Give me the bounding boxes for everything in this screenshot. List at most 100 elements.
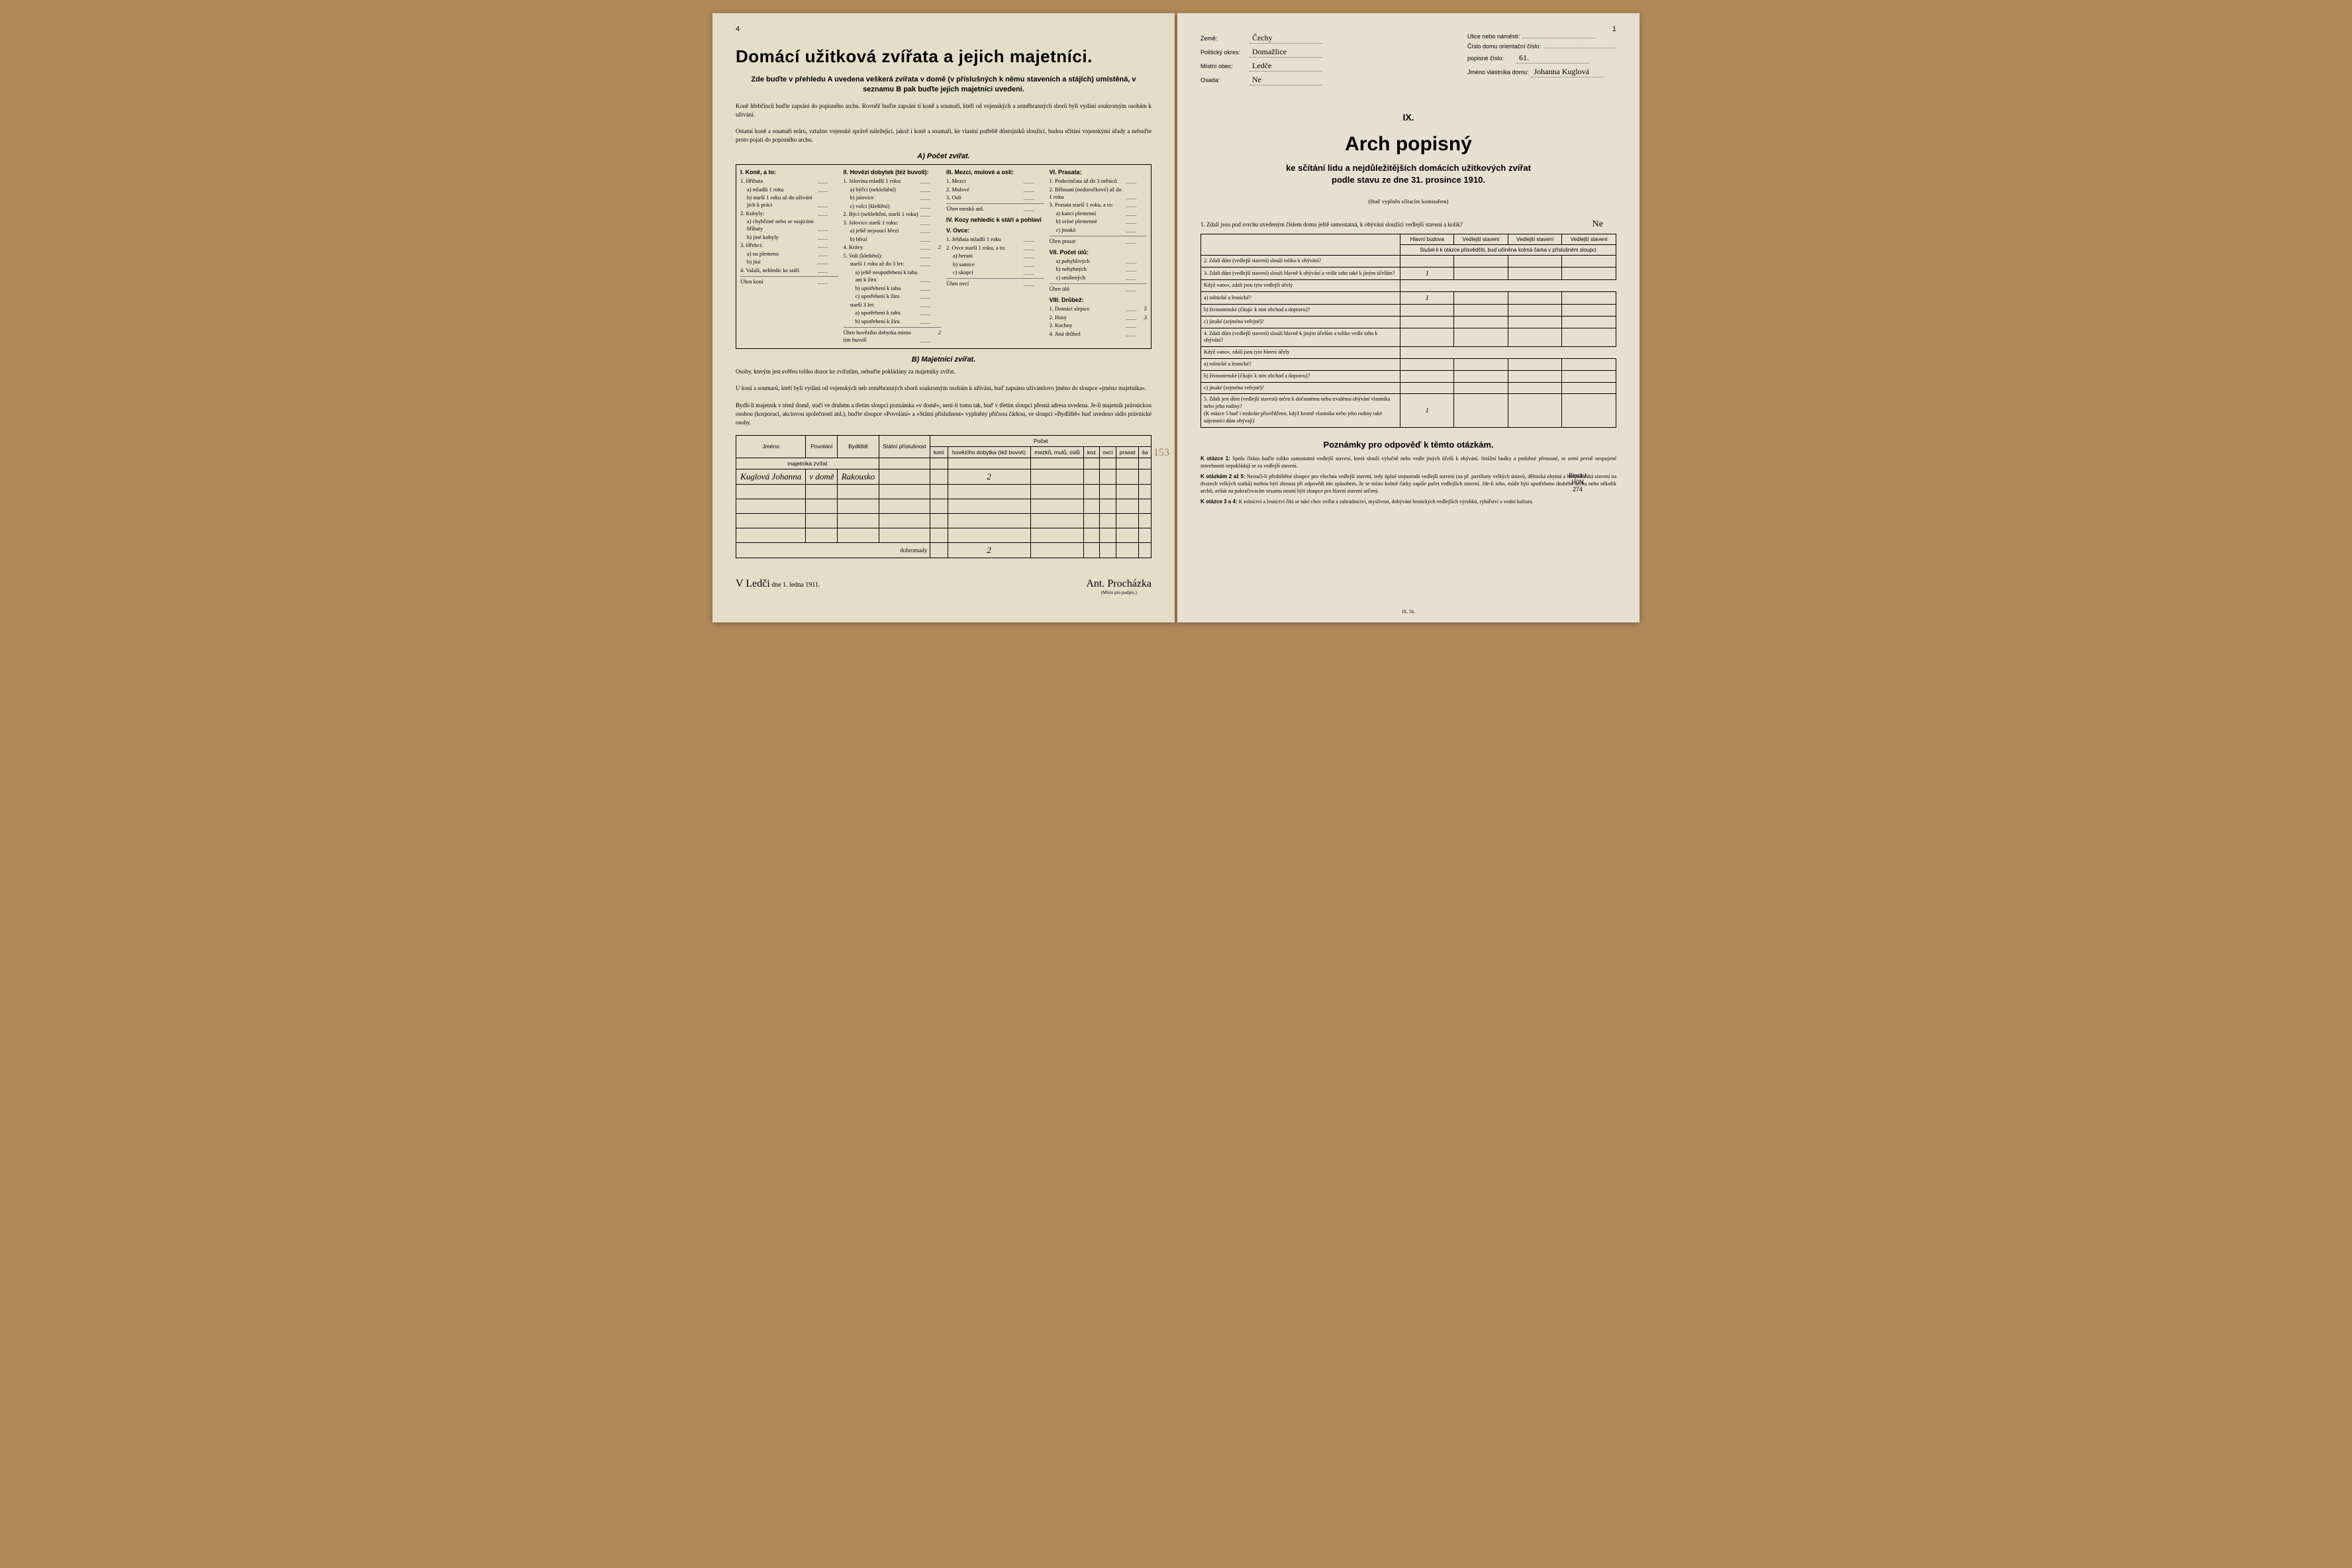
animal-total: Úhrn mezků atd. bbox=[946, 203, 1044, 213]
arch-title: Arch popisný bbox=[1200, 133, 1616, 156]
animal-total: Úhrn ovcí bbox=[946, 278, 1044, 287]
table-row: b) živnostenské (čítajíc k nim obchod a … bbox=[1201, 370, 1616, 382]
fine-print-2: Ostatní koně a soumaři eráru, vztažno vo… bbox=[736, 127, 1152, 144]
table-row: a) rolnické a lesnické?1 bbox=[1201, 291, 1616, 304]
animal-line: 1. Mezci bbox=[946, 177, 1044, 185]
col-pocet: Počet bbox=[930, 435, 1152, 446]
animal-line: 5. Voli (kleštění): bbox=[844, 252, 942, 260]
animal-line: 3. Hřebci: bbox=[740, 242, 838, 249]
animal-line: 3. Kachny bbox=[1050, 322, 1148, 329]
animal-line: 3. Jalovice starší 1 roku: bbox=[844, 219, 942, 226]
animal-line: c) volci (kleštění) bbox=[844, 203, 942, 210]
animal-line: b) jalovice bbox=[844, 194, 942, 201]
animal-line: 1. Podsvinčata až do 3 měsíců bbox=[1050, 177, 1148, 185]
animal-line: a) na plemeno bbox=[740, 250, 838, 258]
table-row: 4. Zdali dům (vedlejší stavení) slouží h… bbox=[1201, 328, 1616, 347]
animal-line: a) kanci plemenní bbox=[1050, 210, 1148, 217]
table-row: a) rolnické a lesnické? bbox=[1201, 358, 1616, 370]
animal-line: 1. Hříbata bbox=[740, 177, 838, 185]
sig-place: V Ledči bbox=[736, 578, 770, 589]
table-row: c) jinaké (zejména veřejné)? bbox=[1201, 316, 1616, 328]
total-row: dohromady 2 bbox=[736, 542, 1152, 558]
animal-line: 1. Jalovína mladší 1 roku: bbox=[844, 177, 942, 185]
header-field: Země: Čechy bbox=[1200, 33, 1322, 44]
table-row: Kuglová Johanna v domě Rakousko 2 bbox=[736, 469, 1152, 484]
animal-line: starší 3 let: bbox=[844, 301, 942, 309]
fine-b1: Osoby, kterým jest svěřen toliko dozor k… bbox=[736, 368, 1152, 376]
animal-line: 2. Býci (nekleštění, starší 1 roku) bbox=[844, 211, 942, 218]
header-field: Osada: Ne bbox=[1200, 75, 1322, 85]
animal-line: a) mladší 1 roku bbox=[740, 186, 838, 193]
footer: IX. 5h. bbox=[1402, 609, 1415, 614]
header-field: Číslo domu orientační číslo: bbox=[1467, 43, 1616, 50]
notes-heading: Poznámky pro odpověď k těmto otázkám. bbox=[1200, 440, 1616, 450]
page-title: Domácí užitková zvířata a jejich majetní… bbox=[736, 46, 1152, 67]
table-row: 3. Zdali dům (vedlejší stavení) slouží h… bbox=[1201, 268, 1616, 280]
page-right: 1 Země: ČechyPolitický okres: DomažliceM… bbox=[1177, 13, 1640, 622]
animal-line: starší 1 roku až do 3 let: bbox=[844, 260, 942, 268]
animal-line: b) samice bbox=[946, 261, 1044, 268]
animal-line: b) jiné kobyly bbox=[740, 234, 838, 241]
roman-numeral: IX. bbox=[1200, 112, 1616, 122]
header-field: Ulice nebo náměstí: bbox=[1467, 33, 1616, 40]
arch-note: (Buď vyplněn sčítacím komisařem) bbox=[1200, 198, 1616, 205]
fine-b2: U koní a soumarů, kteří byli vydáni od v… bbox=[736, 384, 1152, 393]
animal-line: b) upotřebení k žíru bbox=[844, 318, 942, 325]
owners-table: Jméno Povolání Bydliště Státní příslušno… bbox=[736, 435, 1152, 558]
header-field: Jméno vlastníka domu: Johanna Kuglová bbox=[1467, 67, 1616, 77]
animal-line: b) nehybných bbox=[1050, 266, 1148, 273]
animal-line: 4. Jiná drůbež bbox=[1050, 330, 1148, 338]
animal-line: 3. Prasata starší 1 roku, a to: bbox=[1050, 201, 1148, 209]
animal-line: c) jinaká bbox=[1050, 226, 1148, 234]
animal-line: a) chybčené nebo se ssajícími hříbaty bbox=[740, 218, 838, 232]
header-fields: Země: ČechyPolitický okres: DomažliceMís… bbox=[1200, 33, 1616, 85]
col-bydliste: Bydliště bbox=[838, 435, 879, 458]
page-left: 4 Domácí užitková zvířata a jejich majet… bbox=[712, 13, 1175, 622]
table-row: 5. Zdali jest dům (vedlejší stavení) urč… bbox=[1201, 394, 1616, 427]
note-paragraph: K otázce 1: Spolu čítána buďte toliko sa… bbox=[1200, 455, 1616, 469]
animal-line: b) upotřebení k tahu bbox=[844, 285, 942, 292]
animal-line: 1. Domácí slepice5 bbox=[1050, 305, 1148, 313]
page-number: 1 bbox=[1612, 25, 1616, 33]
table-row: c) jinaké (zejména veřejné)? bbox=[1201, 382, 1616, 394]
section-b-heading: B) Majetníci zvířat. bbox=[736, 356, 1152, 364]
animal-line: a) býčci (nekleštění) bbox=[844, 186, 942, 193]
animal-line: 2. Mulové bbox=[946, 186, 1044, 193]
animal-line: b) březí bbox=[844, 236, 942, 243]
animal-line: c) skopci bbox=[946, 269, 1044, 276]
sig-name: Ant. Procházka bbox=[1086, 578, 1152, 589]
animal-line: b) sviné plemenné bbox=[1050, 218, 1148, 225]
animal-total: Úhrn hovězího dobytka mimo tím buvolí2 bbox=[844, 327, 942, 344]
section-a-heading: A) Počet zvířat. bbox=[736, 152, 1152, 160]
subtitle: Zde buďte v přehledu A uvedena veškerá z… bbox=[736, 75, 1152, 95]
animal-line: 2. Husy3 bbox=[1050, 314, 1148, 321]
col-povolani: Povolání bbox=[806, 435, 838, 458]
animal-line: 3. Osli bbox=[946, 194, 1044, 201]
animal-line: 2. Kobyly: bbox=[740, 210, 838, 217]
question-1: 1. Zdali jsou pod svrchu uvedeným číslem… bbox=[1200, 219, 1616, 230]
note-paragraph: K otázce 3 a 4: K rolnictví a lesnictví … bbox=[1200, 498, 1616, 505]
header-field: Politický okres: Domažlice bbox=[1200, 47, 1322, 58]
animal-line: c) smíšených bbox=[1050, 274, 1148, 281]
table-row: Když »ano«, zdali jsou tyto hlavní účely bbox=[1201, 347, 1616, 359]
header-field: popisné číslo:61. bbox=[1467, 53, 1616, 64]
animal-line: a) berani bbox=[946, 252, 1044, 260]
questions-table: Hlavní budova Vedlejší stavení Vedlejší … bbox=[1200, 234, 1616, 427]
table-row: b) živnostenské (čítajíc k nim obchod a … bbox=[1201, 304, 1616, 316]
animal-line: a) ještě nejsoucí březí bbox=[844, 227, 942, 234]
stamp: Block I H0N 274 bbox=[1569, 472, 1587, 493]
animal-line: 2. Běhouni (nedoročkové) až do 1 roku bbox=[1050, 186, 1148, 201]
arch-subtitle: ke sčítání lidu a nejdůležitějších domác… bbox=[1200, 162, 1616, 186]
animal-line: 2. Ovce starší 1 roku, a to: bbox=[946, 244, 1044, 252]
margin-note: 153 bbox=[1153, 447, 1169, 459]
animal-line: a) upotřebení k tahu bbox=[844, 309, 942, 317]
page-number: 4 bbox=[736, 25, 740, 33]
signature-row: V Ledči dne 1. ledna 1911. Ant. Procházk… bbox=[736, 578, 1152, 595]
col-jmeno: Jméno bbox=[736, 435, 806, 458]
animal-line: 1. Jehňata mladší 1 roku bbox=[946, 236, 1044, 243]
table-row: 2. Zdali dům (vedlejší stavení) slouží t… bbox=[1201, 256, 1616, 268]
animal-line: b) jiní bbox=[740, 258, 838, 266]
animal-total: Úhrn úlů bbox=[1050, 283, 1148, 293]
animal-count-table: I. Koně, a to:1. Hříbataa) mladší 1 roku… bbox=[736, 164, 1152, 349]
col-statni: Státní příslušnost bbox=[879, 435, 930, 458]
